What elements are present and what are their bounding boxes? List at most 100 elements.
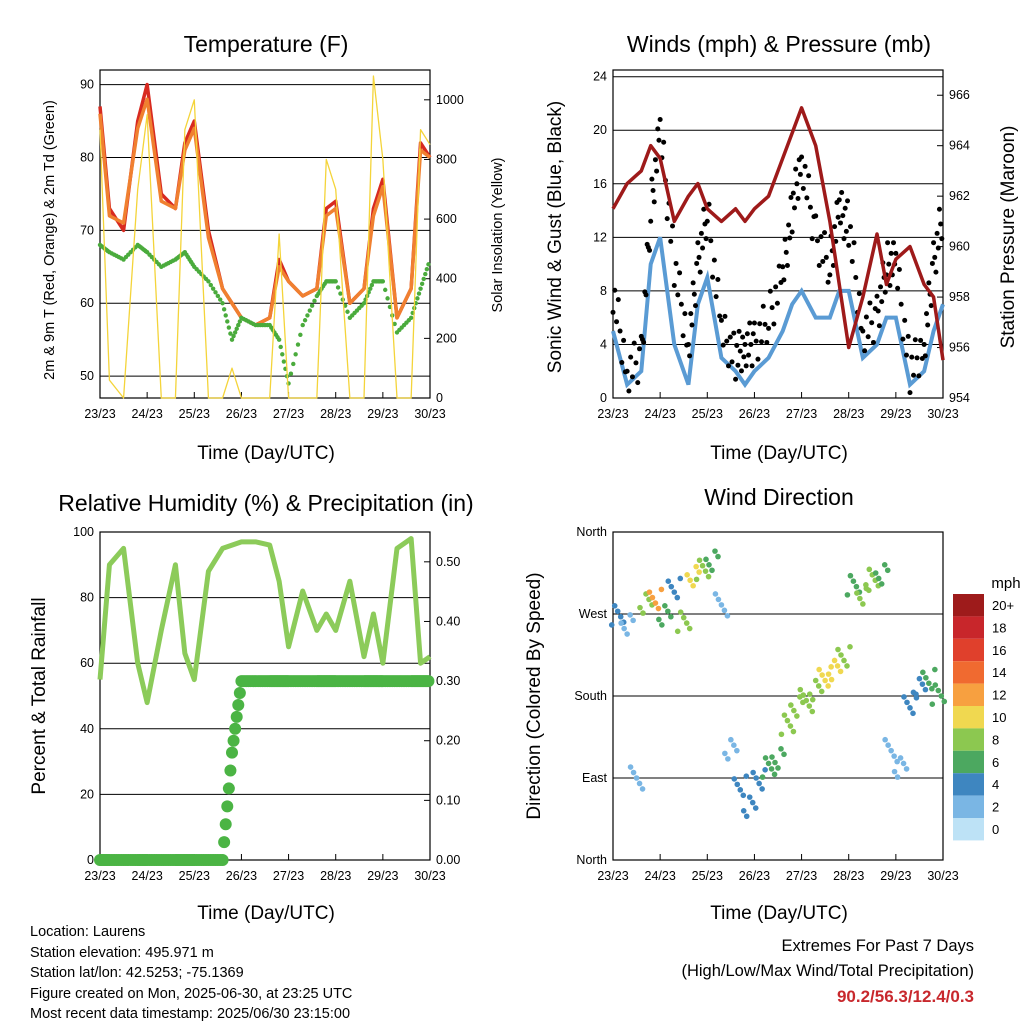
gust-point [682, 311, 688, 317]
gust-point [615, 297, 621, 303]
direction-point [847, 572, 854, 579]
direction-point [665, 608, 671, 615]
direction-point [608, 622, 615, 628]
series-point [229, 337, 235, 342]
colorbar-swatch [953, 728, 984, 751]
y-tick-label: 20 [593, 123, 607, 137]
direction-point [728, 736, 734, 743]
temperature-y2label: Solar Insolation (Yellow) [490, 157, 506, 312]
gust-point [621, 337, 627, 343]
colorbar-swatch [953, 818, 984, 841]
gust-point [845, 198, 851, 204]
direction-point [910, 689, 917, 696]
direction-point [803, 697, 810, 704]
y-tick-label: North [576, 525, 607, 539]
gust-point [926, 280, 932, 286]
x-tick-label: 25/23 [179, 407, 210, 421]
direction-point [614, 608, 621, 615]
gust-point [685, 341, 691, 347]
gust-point [678, 301, 684, 307]
direction-point [854, 590, 860, 596]
gust-point [931, 240, 937, 246]
gust-point [914, 355, 920, 361]
direction-point [775, 765, 781, 771]
x-tick-label: 27/23 [786, 869, 817, 883]
x-tick-label: 28/23 [320, 407, 351, 421]
colorbar-label: 4 [992, 777, 999, 792]
direction-point [920, 669, 926, 676]
gust-point [921, 341, 927, 347]
y-tick-label: 4 [600, 337, 607, 351]
y2-tick-label: 956 [949, 341, 970, 355]
gust-point [832, 224, 838, 230]
colorbar-swatch [953, 750, 984, 774]
direction-point [919, 681, 926, 687]
direction-point [627, 612, 633, 618]
colorbar-label: 6 [992, 755, 999, 770]
gust-point [886, 261, 892, 267]
gust-point [839, 189, 845, 195]
gust-point [698, 230, 704, 236]
gust-point [710, 274, 716, 280]
direction-point [797, 686, 804, 693]
direction-point [690, 582, 696, 589]
gust-point [726, 363, 731, 369]
gust-point [837, 220, 843, 226]
direction-point [907, 705, 913, 711]
series-point [234, 326, 239, 331]
direction-point [693, 563, 699, 570]
direction-point [822, 677, 828, 684]
extremes-block: Extremes For Past 7 Days (High/Low/Max W… [681, 934, 974, 1009]
y-tick-label: 50 [80, 369, 94, 383]
gust-point [767, 288, 773, 294]
plot-area: 0 4 8 12 16 20 24 23/23 24/23 25/23 26/23 27/23 28/2… [593, 69, 970, 421]
series-point [215, 293, 221, 299]
gust-point [774, 300, 780, 306]
gust-point [717, 313, 723, 319]
direction-point [696, 569, 702, 575]
series-point [237, 319, 243, 324]
gust-point [668, 238, 674, 244]
gust-point [841, 236, 847, 242]
gust-point [816, 262, 822, 268]
series-point [385, 296, 390, 301]
direction-point [684, 572, 690, 578]
x-tick-label: 29/23 [880, 407, 911, 421]
temperature-panel: Temperature (F) Time (Day/UTC) 2m & 9m T… [42, 31, 506, 464]
direction-point [677, 609, 684, 615]
direction-point [683, 620, 690, 626]
series-point [418, 286, 423, 291]
gust-point [624, 368, 630, 374]
direction-point [872, 570, 879, 576]
series-point [278, 344, 283, 350]
gust-point [687, 353, 693, 359]
extremes-values: 90.2/56.3/12.4/0.3 [836, 987, 974, 1006]
gust-point [629, 374, 635, 380]
direction-point [759, 786, 765, 792]
y-tick-label: 80 [80, 150, 94, 164]
direction-point [624, 631, 630, 637]
gust-point [751, 320, 757, 326]
gust-point [655, 126, 661, 132]
x-tick-label: 24/23 [132, 407, 163, 421]
series-point [415, 296, 420, 301]
direction-point [790, 728, 797, 735]
direction-point [740, 808, 747, 814]
x-tick-label: 23/23 [84, 407, 115, 421]
direction-point [816, 666, 822, 673]
gust-point [650, 187, 656, 193]
gust-point [935, 245, 941, 251]
y-tick-label: 90 [80, 78, 94, 92]
direction-point [693, 576, 700, 583]
colorbar-swatch [953, 795, 984, 818]
colorbar: 20+ 18 16 14 12 10 8 6 4 2 0 [953, 594, 1014, 841]
direction-point [781, 712, 788, 718]
colorbar-label: 14 [992, 665, 1006, 680]
gust-point [853, 275, 859, 281]
direction-point [762, 767, 768, 773]
direction-point [841, 657, 847, 664]
gust-point [900, 336, 906, 342]
y-tick-label: 60 [80, 656, 94, 670]
series-line [98, 97, 432, 327]
y2-tick-label: 0.20 [436, 734, 460, 748]
